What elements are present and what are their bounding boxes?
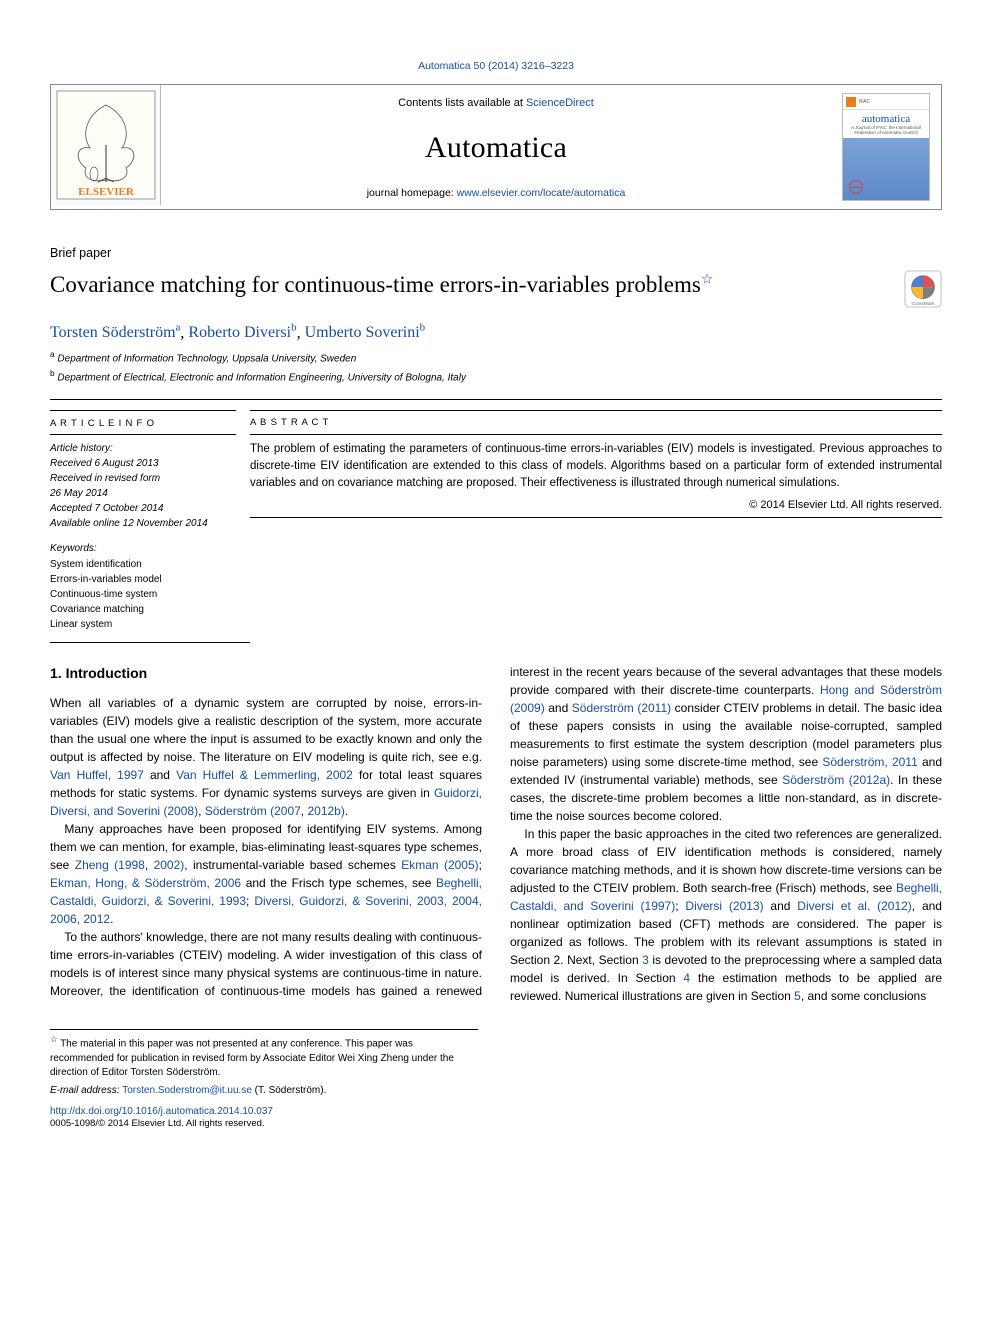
citation-link[interactable]: 2012b)	[307, 804, 344, 818]
citation-link[interactable]: Söderström (2007	[205, 804, 301, 818]
journal-name: Automatica	[425, 131, 567, 165]
homepage-prefix: journal homepage:	[367, 187, 457, 199]
citation-link[interactable]: Diversi (2013)	[685, 899, 763, 913]
citation-link[interactable]: Van Huffel, 1997	[50, 768, 144, 782]
citation-link[interactable]: Söderström (2012a)	[782, 773, 890, 787]
article-info: A R T I C L E I N F O Article history: R…	[50, 400, 250, 642]
sciencedirect-link[interactable]: ScienceDirect	[526, 97, 594, 109]
citation-link[interactable]: 2002)	[154, 858, 185, 872]
citation-link[interactable]: Ekman, Hong, & Söderström, 2006	[50, 876, 241, 890]
svg-text:CrossMark: CrossMark	[912, 301, 936, 307]
keywords-list: System identification Errors-in-variable…	[50, 557, 236, 632]
section-link[interactable]: 5	[794, 989, 801, 1003]
doi-link[interactable]: http://dx.doi.org/10.1016/j.automatica.2…	[50, 1106, 942, 1117]
affiliation-text: Department of Information Technology, Up…	[57, 354, 356, 365]
footnote-text: The material in this paper was not prese…	[50, 1039, 454, 1078]
author-link[interactable]: Roberto Diversib	[188, 324, 296, 341]
article-history: Article history: Received 6 August 2013 …	[50, 441, 236, 531]
article-info-heading: A R T I C L E I N F O	[50, 417, 236, 431]
citation-link[interactable]: Ekman (2005)	[401, 858, 478, 872]
citation-link[interactable]: Söderström, 2011	[822, 755, 917, 769]
section-link[interactable]: 3	[642, 953, 649, 967]
journal-banner: ELSEVIER Contents lists available at Sci…	[50, 84, 942, 210]
citation-link[interactable]: Zheng (1998	[75, 858, 145, 872]
cover-subtitle: A Journal of IFAC, the International Fed…	[843, 126, 929, 138]
svg-text:ELSEVIER: ELSEVIER	[78, 186, 135, 198]
contents-prefix: Contents lists available at	[398, 97, 526, 109]
cover-journal-title: automatica	[843, 110, 929, 126]
elsevier-tree-icon: ELSEVIER	[56, 90, 156, 200]
page-header: Automatica 50 (2014) 3216–3223	[50, 60, 942, 72]
section-heading: 1. Introduction	[50, 663, 482, 684]
keywords-heading: Keywords:	[50, 541, 236, 556]
abstract-text: The problem of estimating the parameters…	[250, 441, 942, 493]
citation-link[interactable]: Diversi et al. (2012)	[797, 899, 912, 913]
author-link[interactable]: Torsten Söderströma	[50, 324, 180, 341]
journal-cover: IFAC automatica A Journal of IFAC, the I…	[831, 85, 941, 209]
email-label: E-mail address:	[50, 1085, 122, 1096]
affiliation-text: Department of Electrical, Electronic and…	[57, 372, 466, 383]
affiliations: a Department of Information Technology, …	[50, 348, 942, 385]
citation-link[interactable]: Söderström (2011)	[572, 701, 671, 715]
citation-link[interactable]: Van Huffel & Lemmerling, 2002	[176, 768, 353, 782]
homepage-link[interactable]: www.elsevier.com/locate/automatica	[457, 187, 626, 199]
crossmark-icon[interactable]: CrossMark	[904, 270, 942, 308]
contents-available: Contents lists available at ScienceDirec…	[398, 97, 594, 109]
title-footnote-mark[interactable]: ☆	[701, 272, 714, 287]
paper-type: Brief paper	[50, 246, 942, 260]
body-columns: 1. Introduction When all variables of a …	[50, 663, 942, 1005]
title-text: Covariance matching for continuous-time …	[50, 272, 701, 297]
paper-title: Covariance matching for continuous-time …	[50, 270, 892, 300]
authors: Torsten Söderströma, Roberto Diversib, U…	[50, 322, 942, 342]
abstract-heading: A B S T R A C T	[250, 417, 942, 428]
copyright-line: 0005-1098/© 2014 Elsevier Ltd. All right…	[50, 1118, 942, 1129]
elsevier-logo[interactable]: ELSEVIER	[51, 85, 161, 205]
author-link[interactable]: Umberto Soverinib	[305, 324, 426, 341]
abstract-copyright: © 2014 Elsevier Ltd. All rights reserved…	[250, 499, 942, 511]
email-link[interactable]: Torsten.Soderstrom@it.uu.se	[122, 1085, 252, 1096]
abstract: A B S T R A C T The problem of estimatin…	[250, 400, 942, 642]
footnotes: ☆ The material in this paper was not pre…	[50, 1029, 478, 1097]
journal-homepage: journal homepage: www.elsevier.com/locat…	[367, 187, 626, 199]
